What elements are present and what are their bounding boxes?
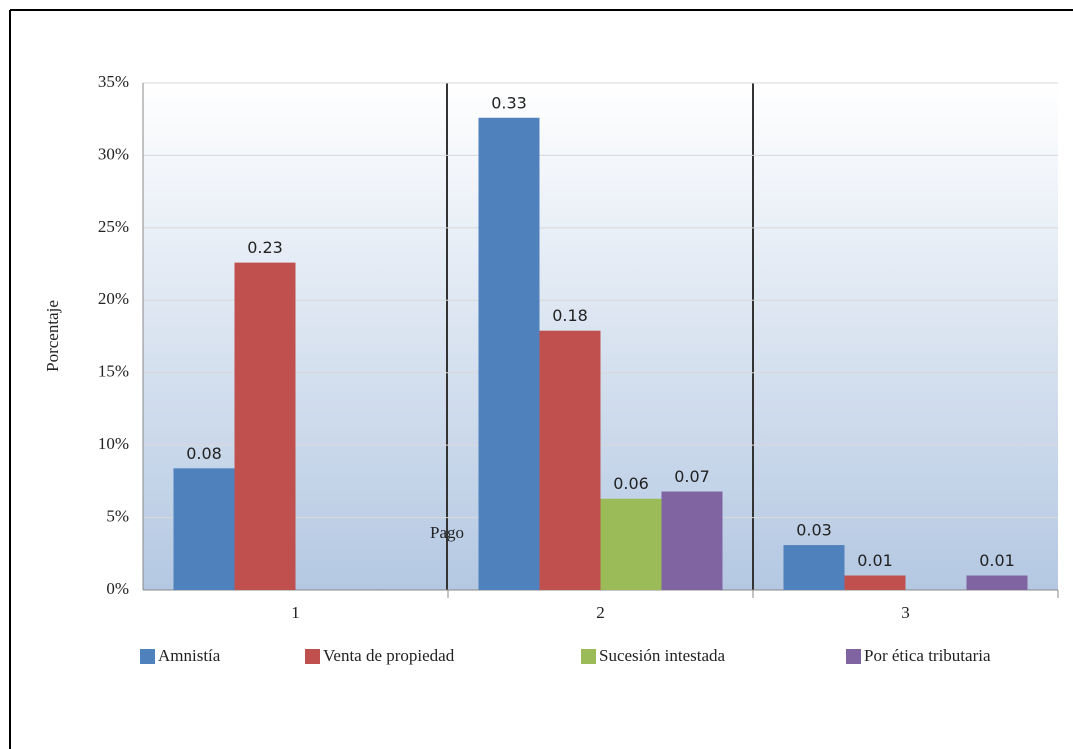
y-tick-label: 35% [98, 72, 129, 91]
bar [661, 491, 723, 590]
value-label: 0.07 [674, 467, 710, 486]
value-label: 0.33 [491, 93, 527, 112]
legend-label: Venta de propiedad [323, 646, 455, 665]
bar [844, 575, 906, 590]
legend-swatch [140, 649, 155, 664]
legend-label: Amnistía [158, 646, 221, 665]
y-tick-label: 20% [98, 289, 129, 308]
x-tick-label: 1 [291, 603, 300, 622]
y-tick-label: 15% [98, 362, 129, 381]
value-label: 0.01 [857, 551, 893, 570]
bar [783, 545, 845, 590]
value-label: 0.18 [552, 306, 588, 325]
x-tick-label: 2 [596, 603, 605, 622]
y-axis-label: Porcentaje [43, 300, 62, 372]
y-tick-label: 25% [98, 217, 129, 236]
bar [600, 498, 662, 590]
legend-swatch [846, 649, 861, 664]
y-tick-label: 0% [106, 579, 129, 598]
x-axis-label: Pago [430, 523, 464, 542]
bar [539, 330, 601, 590]
legend-swatch [581, 649, 596, 664]
value-label: 0.23 [247, 238, 283, 257]
legend-label: Sucesión intestada [599, 646, 726, 665]
y-tick-label: 30% [98, 144, 129, 163]
bar [173, 468, 235, 590]
legend-label: Por ética tributaria [864, 646, 991, 665]
legend-swatch [305, 649, 320, 664]
value-label: 0.06 [613, 474, 649, 493]
value-label: 0.08 [186, 444, 222, 463]
x-tick-label: 3 [901, 603, 910, 622]
value-label: 0.03 [796, 521, 832, 540]
value-label: 0.01 [979, 551, 1015, 570]
bar [966, 575, 1028, 590]
bar [478, 117, 540, 590]
y-tick-label: 5% [106, 506, 129, 525]
bar [234, 262, 296, 590]
y-tick-label: 10% [98, 434, 129, 453]
